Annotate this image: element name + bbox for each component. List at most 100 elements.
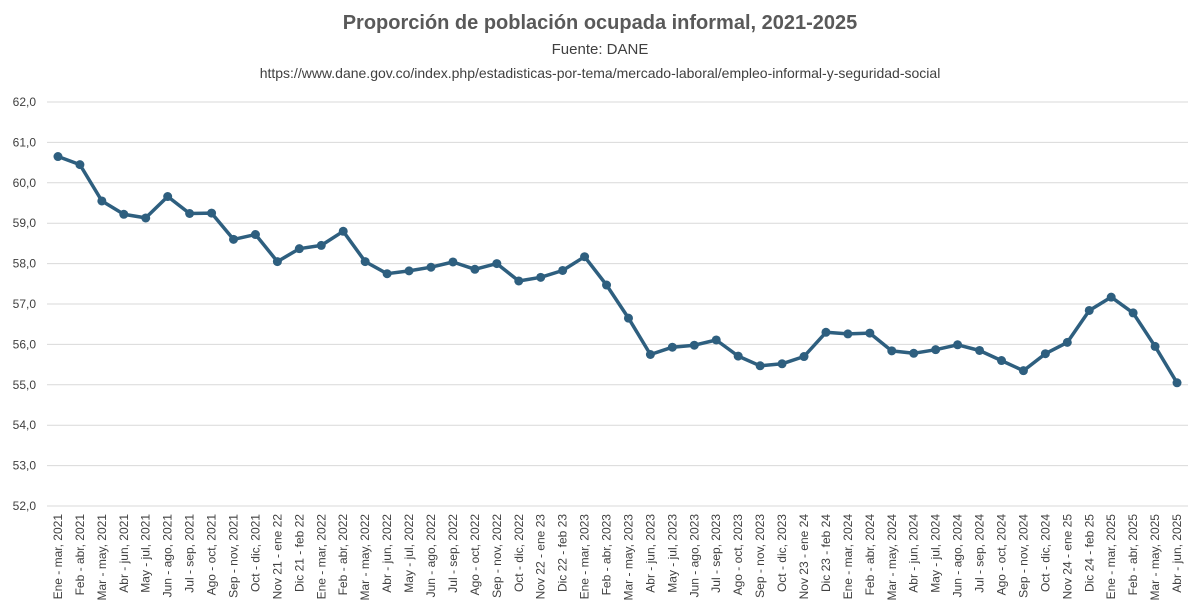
x-tick-label: Abr - jun, 2021 (117, 514, 131, 593)
x-tick-label: Feb - abr, 2023 (600, 514, 614, 596)
x-tick-label: Jun - ago, 2023 (687, 514, 701, 598)
x-tick-label: Jun - ago, 2024 (951, 514, 965, 598)
data-point (316, 240, 326, 250)
data-point (448, 257, 458, 267)
data-point (404, 266, 414, 276)
y-tick-label: 55,0 (13, 378, 37, 392)
x-tick-label: Nov 23 - ene 24 (797, 514, 811, 600)
y-axis-ticks: 52,0 53,0 54,0 55,0 56,0 57,0 58,0 59,0 60,0 61,0… (13, 95, 37, 513)
data-point (426, 262, 436, 272)
data-point (470, 264, 480, 274)
x-tick-label: Ene - mar, 2024 (841, 514, 855, 600)
x-tick-label: Mar - may, 2025 (1148, 514, 1162, 601)
x-tick-label: May - jul, 2024 (929, 514, 943, 593)
y-tick-label: 62,0 (13, 95, 37, 109)
data-point (163, 192, 173, 202)
data-point (755, 361, 765, 371)
x-tick-label: Ene - mar, 2023 (578, 514, 592, 600)
x-tick-label: Jul - sep, 2022 (446, 514, 460, 593)
data-point (689, 340, 699, 350)
gridlines (47, 101, 1188, 507)
chart-subtitle: Fuente: DANE (551, 41, 649, 58)
data-point (1062, 337, 1072, 347)
data-point (229, 234, 239, 244)
x-tick-label: Ene - mar, 2021 (51, 514, 65, 600)
y-tick-label: 60,0 (13, 176, 37, 190)
data-point (821, 327, 831, 337)
x-tick-label: Sep - nov, 2023 (753, 514, 767, 598)
data-point (711, 335, 721, 345)
data-point (536, 272, 546, 282)
x-tick-label: Mar - may, 2024 (885, 514, 899, 601)
y-tick-label: 56,0 (13, 337, 37, 351)
x-tick-label: Sep - nov, 2024 (1016, 514, 1030, 598)
data-point (865, 328, 875, 338)
x-tick-label: Ago - oct, 2023 (731, 514, 745, 596)
y-tick-label: 57,0 (13, 297, 37, 311)
x-tick-label: Jul - sep, 2023 (709, 514, 723, 593)
x-tick-label: Sep - nov, 2022 (490, 514, 504, 598)
x-tick-label: Dic 24 - feb 25 (1082, 514, 1096, 592)
data-point (1106, 292, 1116, 302)
data-point (75, 160, 85, 170)
x-tick-label: Dic 21 - feb 22 (292, 514, 306, 592)
y-tick-label: 59,0 (13, 216, 37, 230)
y-tick-label: 61,0 (13, 135, 37, 149)
x-tick-label: May - jul, 2023 (665, 514, 679, 593)
data-point (953, 340, 963, 350)
data-point (338, 226, 348, 236)
x-tick-label: Ene - mar, 2025 (1104, 514, 1118, 600)
data-point (1128, 308, 1138, 318)
x-tick-label: Jun - ago, 2021 (161, 514, 175, 598)
data-point (909, 348, 919, 358)
x-tick-label: Mar - may, 2023 (621, 514, 635, 601)
x-tick-label: Feb - abr, 2022 (336, 514, 350, 596)
data-point (733, 351, 743, 361)
y-tick-label: 52,0 (13, 499, 37, 513)
x-tick-label: Ago - oct, 2024 (994, 514, 1008, 596)
data-point (294, 244, 304, 254)
x-tick-label: Jul - sep, 2024 (973, 514, 987, 593)
x-tick-label: Sep - nov, 2021 (227, 514, 241, 598)
data-point (558, 265, 568, 275)
data-point (185, 209, 195, 219)
data-point (602, 280, 612, 290)
x-tick-label: Ago - oct, 2022 (468, 514, 482, 596)
data-point (931, 345, 941, 355)
x-tick-label: May - jul, 2021 (139, 514, 153, 593)
x-tick-label: Mar - may, 2021 (95, 514, 109, 601)
x-tick-label: Ago - oct, 2021 (205, 514, 219, 596)
data-point (975, 345, 985, 355)
data-point (1084, 305, 1094, 315)
data-point (53, 152, 63, 162)
x-tick-label: Jun - ago, 2022 (424, 514, 438, 598)
data-point (799, 352, 809, 362)
data-point (250, 230, 260, 240)
data-point (141, 213, 151, 223)
x-tick-label: Oct - dic, 2024 (1038, 514, 1052, 592)
data-point (1150, 341, 1160, 351)
data-point (119, 209, 129, 219)
x-tick-label: Dic 23 - feb 24 (819, 514, 833, 592)
data-point (1040, 349, 1050, 359)
data-point (777, 359, 787, 369)
x-tick-label: Feb - abr, 2021 (73, 514, 87, 596)
data-point (645, 350, 655, 359)
data-point (360, 257, 370, 267)
x-tick-label: Mar - may, 2022 (358, 514, 372, 601)
data-point (382, 269, 392, 279)
data-point (97, 196, 107, 206)
x-tick-label: Dic 22 - feb 23 (556, 514, 570, 592)
y-tick-label: 54,0 (13, 418, 37, 432)
x-tick-label: Jul - sep, 2021 (183, 514, 197, 593)
x-tick-label: Nov 24 - ene 25 (1060, 514, 1074, 600)
x-tick-label: Nov 21 - ene 22 (270, 514, 284, 600)
data-point (996, 356, 1006, 366)
x-tick-label: Ene - mar, 2022 (314, 514, 328, 600)
data-points (53, 152, 1182, 388)
x-tick-label: Feb - abr, 2025 (1126, 514, 1140, 596)
y-tick-label: 58,0 (13, 257, 37, 271)
data-point (887, 346, 897, 356)
x-tick-label: Abr - jun, 2023 (643, 514, 657, 593)
